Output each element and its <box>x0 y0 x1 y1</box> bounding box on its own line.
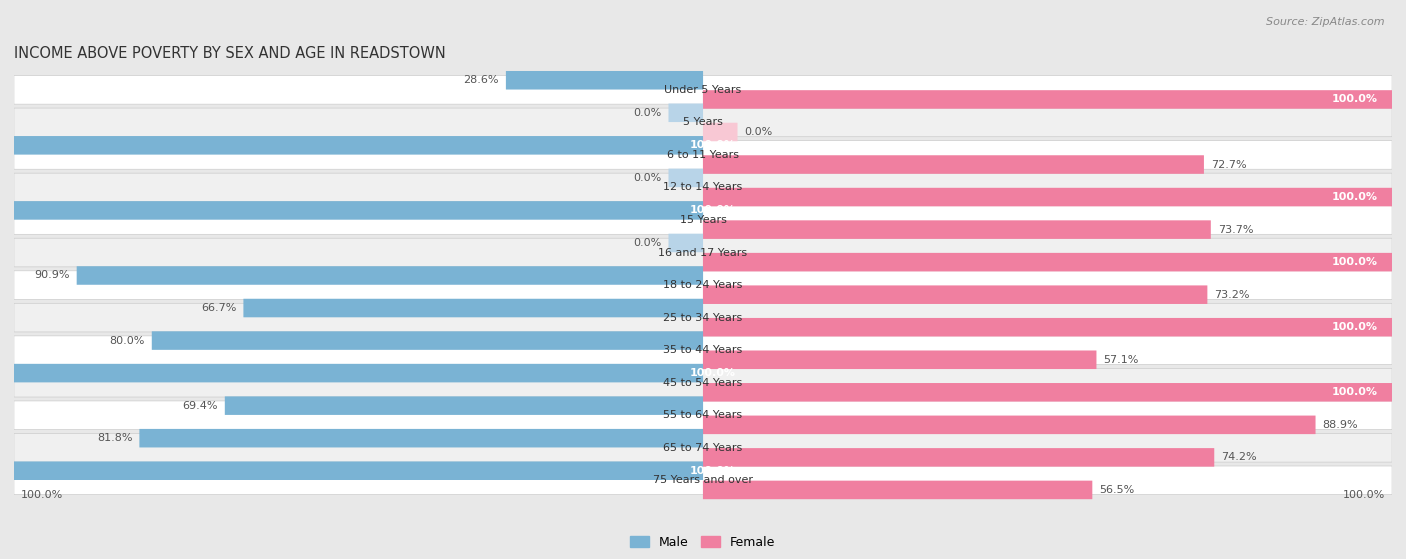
Text: 75 Years and over: 75 Years and over <box>652 475 754 485</box>
Text: 18 to 24 Years: 18 to 24 Years <box>664 280 742 290</box>
Text: 0.0%: 0.0% <box>634 238 662 248</box>
FancyBboxPatch shape <box>14 364 703 382</box>
Text: 65 to 74 Years: 65 to 74 Years <box>664 443 742 453</box>
FancyBboxPatch shape <box>703 350 1097 369</box>
Text: 100.0%: 100.0% <box>689 140 735 150</box>
FancyBboxPatch shape <box>703 220 1211 239</box>
Text: 69.4%: 69.4% <box>183 401 218 411</box>
FancyBboxPatch shape <box>703 90 1392 109</box>
Text: 80.0%: 80.0% <box>110 335 145 345</box>
Text: 16 and 17 Years: 16 and 17 Years <box>658 248 748 258</box>
Text: 0.0%: 0.0% <box>634 108 662 118</box>
FancyBboxPatch shape <box>139 429 703 447</box>
FancyBboxPatch shape <box>703 448 1215 467</box>
FancyBboxPatch shape <box>506 71 703 89</box>
FancyBboxPatch shape <box>703 155 1204 174</box>
Text: 12 to 14 Years: 12 to 14 Years <box>664 182 742 192</box>
FancyBboxPatch shape <box>14 136 703 155</box>
FancyBboxPatch shape <box>703 123 738 141</box>
FancyBboxPatch shape <box>668 169 703 187</box>
Text: 0.0%: 0.0% <box>634 173 662 183</box>
Text: 66.7%: 66.7% <box>201 303 236 313</box>
Text: 73.2%: 73.2% <box>1215 290 1250 300</box>
FancyBboxPatch shape <box>14 173 1392 202</box>
FancyBboxPatch shape <box>703 415 1316 434</box>
Text: 15 Years: 15 Years <box>679 215 727 225</box>
Text: 100.0%: 100.0% <box>689 466 735 476</box>
FancyBboxPatch shape <box>14 336 1392 364</box>
FancyBboxPatch shape <box>14 304 1392 332</box>
Text: 45 to 54 Years: 45 to 54 Years <box>664 378 742 388</box>
Text: 100.0%: 100.0% <box>1343 490 1385 500</box>
FancyBboxPatch shape <box>703 286 1208 304</box>
FancyBboxPatch shape <box>243 299 703 318</box>
FancyBboxPatch shape <box>14 271 1392 300</box>
FancyBboxPatch shape <box>14 466 1392 495</box>
Text: 0.0%: 0.0% <box>744 127 772 137</box>
Legend: Male, Female: Male, Female <box>626 530 780 553</box>
FancyBboxPatch shape <box>14 238 1392 267</box>
Text: 81.8%: 81.8% <box>97 433 132 443</box>
Text: 5 Years: 5 Years <box>683 117 723 127</box>
Text: 100.0%: 100.0% <box>689 368 735 378</box>
FancyBboxPatch shape <box>14 141 1392 169</box>
Text: 28.6%: 28.6% <box>464 75 499 86</box>
FancyBboxPatch shape <box>668 103 703 122</box>
FancyBboxPatch shape <box>77 266 703 285</box>
FancyBboxPatch shape <box>225 396 703 415</box>
Text: 56.5%: 56.5% <box>1099 485 1135 495</box>
FancyBboxPatch shape <box>14 433 1392 462</box>
FancyBboxPatch shape <box>703 253 1392 272</box>
Text: 100.0%: 100.0% <box>1331 387 1378 397</box>
FancyBboxPatch shape <box>14 75 1392 104</box>
Text: 25 to 34 Years: 25 to 34 Years <box>664 312 742 323</box>
FancyBboxPatch shape <box>14 206 1392 234</box>
Text: 100.0%: 100.0% <box>1331 94 1378 105</box>
Text: 90.9%: 90.9% <box>34 271 70 281</box>
Text: 100.0%: 100.0% <box>1331 322 1378 332</box>
Text: 100.0%: 100.0% <box>21 490 63 500</box>
Text: 100.0%: 100.0% <box>1331 257 1378 267</box>
FancyBboxPatch shape <box>703 481 1092 499</box>
FancyBboxPatch shape <box>703 318 1392 337</box>
Text: 100.0%: 100.0% <box>689 205 735 215</box>
Text: 57.1%: 57.1% <box>1104 355 1139 365</box>
Text: 6 to 11 Years: 6 to 11 Years <box>666 150 740 160</box>
FancyBboxPatch shape <box>14 461 703 480</box>
FancyBboxPatch shape <box>152 331 703 350</box>
FancyBboxPatch shape <box>703 188 1392 206</box>
Text: 55 to 64 Years: 55 to 64 Years <box>664 410 742 420</box>
FancyBboxPatch shape <box>703 383 1392 401</box>
Text: Under 5 Years: Under 5 Years <box>665 85 741 95</box>
FancyBboxPatch shape <box>14 401 1392 429</box>
Text: Source: ZipAtlas.com: Source: ZipAtlas.com <box>1267 17 1385 27</box>
FancyBboxPatch shape <box>14 368 1392 397</box>
Text: 74.2%: 74.2% <box>1220 452 1257 462</box>
Text: 35 to 44 Years: 35 to 44 Years <box>664 345 742 355</box>
Text: INCOME ABOVE POVERTY BY SEX AND AGE IN READSTOWN: INCOME ABOVE POVERTY BY SEX AND AGE IN R… <box>14 46 446 60</box>
Text: 88.9%: 88.9% <box>1323 420 1358 430</box>
FancyBboxPatch shape <box>14 201 703 220</box>
Text: 72.7%: 72.7% <box>1211 159 1246 169</box>
FancyBboxPatch shape <box>668 234 703 252</box>
Text: 100.0%: 100.0% <box>1331 192 1378 202</box>
Text: 73.7%: 73.7% <box>1218 225 1253 235</box>
FancyBboxPatch shape <box>14 108 1392 137</box>
